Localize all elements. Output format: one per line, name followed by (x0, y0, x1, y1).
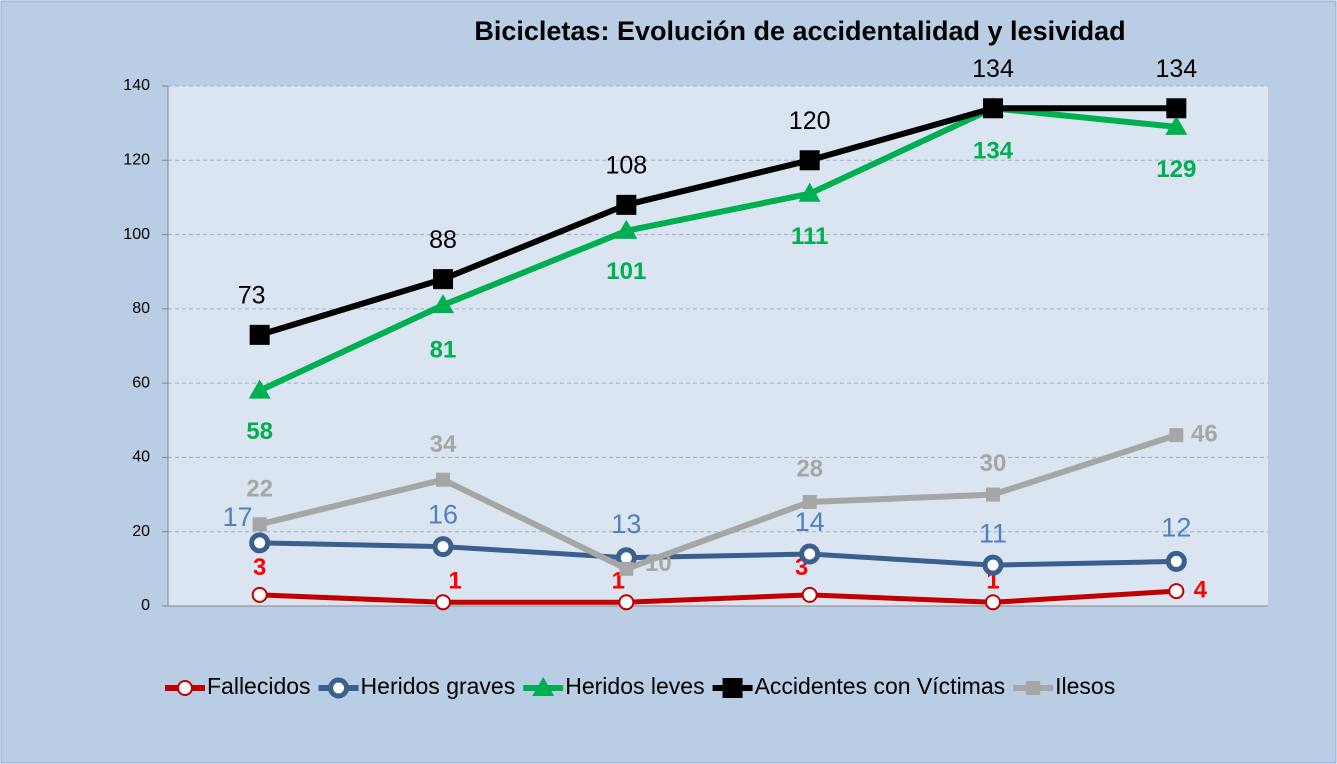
point (985, 594, 1001, 611)
point (615, 219, 638, 239)
data-label: 11 (979, 518, 1007, 548)
data-label: 14 (795, 507, 825, 537)
legend-label: Accidentes con Víctimas (755, 673, 1006, 699)
data-label: 16 (428, 500, 458, 530)
point (801, 586, 818, 603)
data-label: 111 (791, 223, 828, 250)
data-label: 17 (223, 502, 253, 532)
data-label: 134 (972, 55, 1014, 83)
data-label: 30 (980, 450, 1007, 477)
y-tick-label: 100 (123, 226, 150, 243)
point (616, 194, 637, 215)
point (799, 543, 821, 565)
point (432, 536, 454, 558)
legend-marker (1026, 681, 1041, 695)
y-tick-label: 20 (132, 523, 150, 540)
point (1168, 583, 1185, 600)
y-tick-label: 60 (132, 374, 150, 391)
point (799, 150, 820, 171)
point (983, 98, 1003, 119)
data-label: 13 (611, 509, 641, 539)
point (249, 532, 271, 554)
data-label: 81 (430, 336, 457, 363)
point (986, 487, 1000, 502)
data-label: 101 (606, 258, 646, 285)
data-label: 134 (973, 138, 1014, 165)
point (1169, 428, 1184, 443)
y-tick-label: 40 (132, 449, 150, 466)
point (802, 495, 817, 509)
data-label: 34 (430, 431, 457, 458)
point (251, 586, 268, 603)
data-label: 88 (429, 226, 457, 254)
point (248, 379, 271, 399)
data-label: 22 (246, 476, 273, 503)
point (798, 182, 821, 202)
series-line (259, 540, 1177, 568)
y-tick-label: 0 (141, 597, 150, 614)
data-label: 108 (605, 151, 647, 179)
data-label: 10 (645, 550, 672, 577)
y-tick-label: 80 (132, 300, 150, 317)
legend-marker (177, 680, 193, 696)
point (252, 517, 267, 532)
data-label: 12 (1161, 513, 1191, 543)
y-tick-label: 140 (123, 77, 150, 94)
data-label: 3 (253, 554, 266, 581)
plot-area (168, 86, 1268, 606)
point (1165, 115, 1188, 135)
point (436, 472, 450, 487)
point (1165, 550, 1187, 572)
legend-label: Fallecidos (207, 673, 311, 699)
data-label: 58 (246, 418, 273, 445)
point (1166, 98, 1187, 119)
legend-marker (532, 677, 555, 696)
point (618, 594, 635, 611)
point (435, 594, 451, 611)
point (249, 324, 270, 345)
series-line (259, 588, 1177, 605)
y-tick-label: 120 (123, 152, 150, 169)
data-label: 129 (1156, 156, 1196, 183)
legend-label: Heridos leves (565, 673, 704, 699)
data-label: 46 (1191, 420, 1218, 447)
series-line (258, 432, 1178, 572)
point (432, 294, 454, 314)
data-label: 28 (796, 455, 823, 482)
data-label: 1 (448, 568, 461, 595)
series-line (258, 105, 1177, 338)
data-label: 134 (1155, 55, 1197, 83)
point (433, 269, 453, 290)
point (619, 561, 634, 576)
legend-marker (328, 677, 350, 699)
data-label: 73 (238, 281, 266, 309)
legend-label: Heridos graves (361, 673, 516, 699)
data-label: 120 (789, 107, 831, 135)
chart-title: Bicicletas: Evolución de accidentalidad … (474, 16, 1125, 46)
series-line (258, 105, 1177, 394)
legend-label: Ilesos (1055, 673, 1115, 699)
point (982, 554, 1004, 576)
legend-marker (722, 678, 743, 698)
data-label: 4 (1194, 576, 1208, 603)
